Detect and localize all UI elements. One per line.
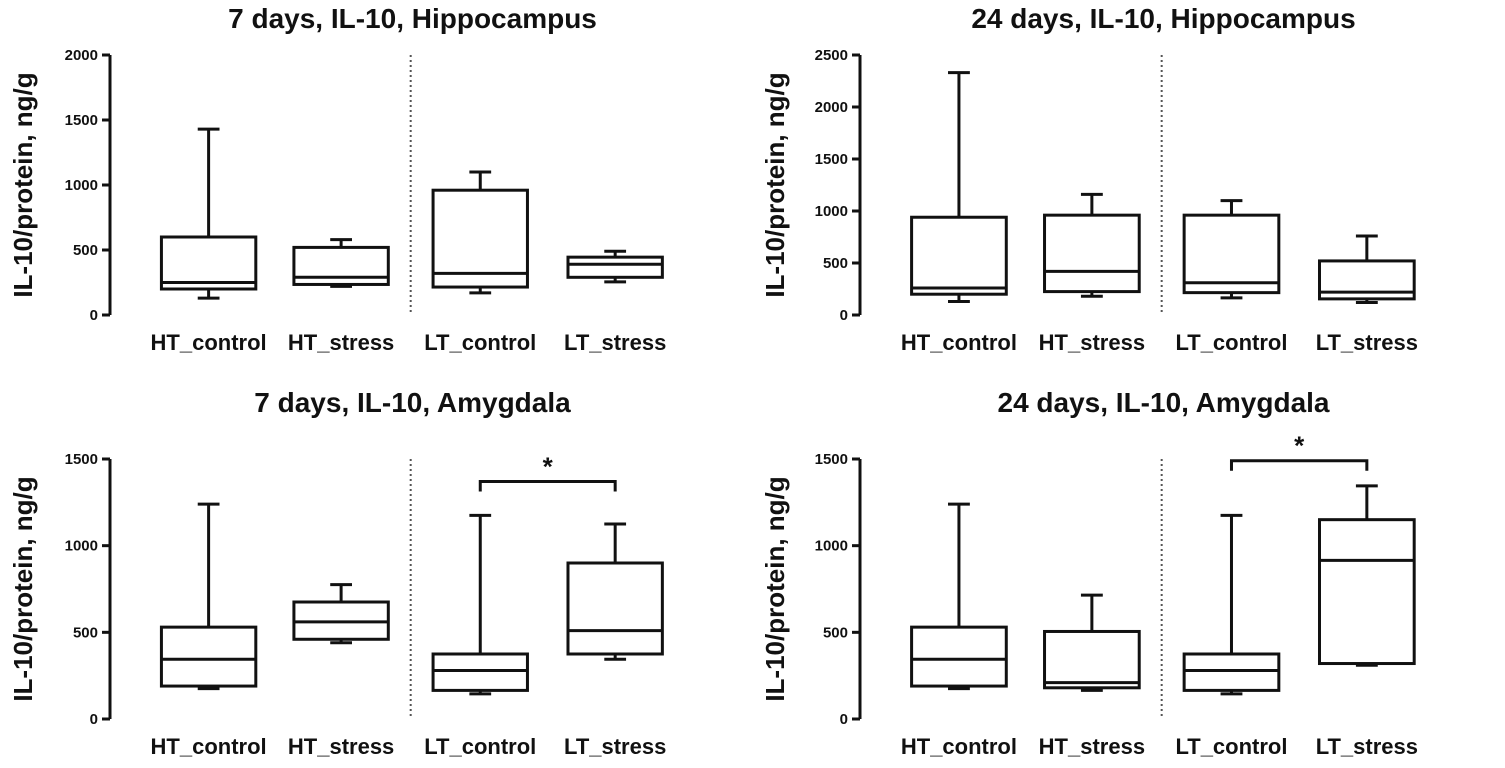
y-axis-label: IL-10/protein, ng/g [760, 476, 790, 701]
y-axis-label: IL-10/protein, ng/g [8, 476, 38, 701]
y-tick-label: 2000 [815, 99, 848, 116]
y-tick-label: 1000 [815, 203, 848, 220]
x-category-label-lt-control: LT_control [424, 734, 536, 759]
box-lt-stress [1317, 484, 1416, 667]
x-category-label-lt-stress: LT_stress [1316, 330, 1418, 355]
box-lt-control [1182, 199, 1281, 300]
box-ht-control [910, 502, 1008, 691]
iqr-box [1182, 213, 1281, 295]
iqr-box [910, 215, 1008, 296]
box-ht-control [910, 71, 1008, 303]
box-lt-control [1182, 513, 1281, 696]
significance-bracket-line [478, 480, 617, 492]
box-lt-stress [1317, 234, 1416, 305]
y-tick-label: 2500 [815, 47, 848, 64]
iqr-box [159, 235, 258, 291]
significance-star: * [543, 452, 554, 482]
x-category-label-ht-control: HT_control [901, 734, 1017, 759]
chart-title: 7 days, IL-10, Amygdala [254, 387, 571, 418]
y-tick-label: 500 [73, 624, 98, 641]
y-tick-label: 0 [840, 711, 848, 728]
chart-title: 24 days, IL-10, Amygdala [998, 387, 1330, 418]
x-category-label-ht-stress: HT_stress [288, 330, 394, 355]
chart-panel-7-days-amygdala: 7 days, IL-10, Amygdala IL-10/protein, ng… [0, 384, 752, 768]
chart-title: 24 days, IL-10, Hippocampus [971, 3, 1355, 34]
iqr-box [566, 255, 664, 279]
x-category-label-ht-stress: HT_stress [1039, 330, 1145, 355]
y-tick-label: 1000 [65, 538, 98, 555]
box-lt-stress [566, 522, 664, 661]
box-lt-control [431, 513, 529, 696]
y-tick-label: 1500 [815, 151, 848, 168]
iqr-box [1182, 652, 1281, 692]
iqr-box [431, 188, 529, 289]
y-tick-label: 1500 [815, 451, 848, 468]
y-axis-label: IL-10/protein, ng/g [760, 72, 790, 297]
y-tick-label: 1500 [65, 112, 98, 129]
chart-7-days-hippocampus-svg: 7 days, IL-10, Hippocampus IL-10/protein,… [8, 3, 666, 355]
iqr-box [431, 652, 529, 692]
box-ht-stress [1043, 593, 1141, 692]
box-ht-stress [1043, 192, 1141, 298]
x-category-label-ht-control: HT_control [901, 330, 1017, 355]
iqr-box [1317, 518, 1416, 666]
x-category-label-lt-control: LT_control [1175, 330, 1287, 355]
y-tick-label: 1000 [65, 177, 98, 194]
significance-bracket: * [1229, 431, 1369, 471]
iqr-box [910, 625, 1008, 688]
x-category-label-lt-stress: LT_stress [564, 734, 666, 759]
y-tick-label: 0 [840, 307, 848, 324]
box-lt-stress [566, 249, 664, 284]
y-tick-label: 1000 [815, 538, 848, 555]
significance-star: * [1294, 431, 1305, 461]
x-category-label-lt-control: LT_control [424, 330, 536, 355]
x-category-label-lt-stress: LT_stress [564, 330, 666, 355]
y-tick-label: 0 [90, 307, 98, 324]
chart-7-days-amygdala-svg: 7 days, IL-10, Amygdala IL-10/protein, ng… [8, 387, 666, 759]
y-axis-label: IL-10/protein, ng/g [8, 72, 38, 297]
y-tick-label: 500 [823, 255, 848, 272]
iqr-box [292, 245, 390, 286]
box-ht-stress [292, 583, 390, 645]
iqr-box [566, 561, 664, 656]
x-category-label-ht-stress: HT_stress [1039, 734, 1145, 759]
iqr-box [159, 625, 258, 688]
chart-panel-24-days-amygdala: 24 days, IL-10, Amygdala IL-10/protein, n… [752, 384, 1504, 768]
iqr-box [1043, 213, 1141, 294]
x-category-label-lt-stress: LT_stress [1316, 734, 1418, 759]
y-tick-label: 0 [90, 711, 98, 728]
chart-title: 7 days, IL-10, Hippocampus [228, 3, 597, 34]
chart-panel-24-days-hippocampus: 24 days, IL-10, Hippocampus IL-10/protein… [752, 0, 1504, 384]
chart-24-days-amygdala-svg: 24 days, IL-10, Amygdala IL-10/protein, n… [760, 387, 1418, 759]
y-tick-label: 500 [823, 624, 848, 641]
chart-24-days-hippocampus-svg: 24 days, IL-10, Hippocampus IL-10/protein… [760, 3, 1418, 355]
significance-bracket: * [478, 452, 617, 492]
iqr-box [1043, 629, 1141, 690]
box-ht-control [159, 502, 258, 691]
x-category-label-lt-control: LT_control [1175, 734, 1287, 759]
significance-bracket-line [1229, 459, 1369, 471]
x-category-label-ht-stress: HT_stress [288, 734, 394, 759]
box-lt-control [431, 170, 529, 295]
y-tick-label: 500 [73, 242, 98, 259]
x-category-label-ht-control: HT_control [151, 330, 267, 355]
x-category-label-ht-control: HT_control [151, 734, 267, 759]
y-tick-label: 2000 [65, 47, 98, 64]
box-ht-control [159, 127, 258, 300]
y-tick-label: 1500 [65, 451, 98, 468]
chart-panel-7-days-hippocampus: 7 days, IL-10, Hippocampus IL-10/protein,… [0, 0, 752, 384]
box-ht-stress [292, 238, 390, 288]
